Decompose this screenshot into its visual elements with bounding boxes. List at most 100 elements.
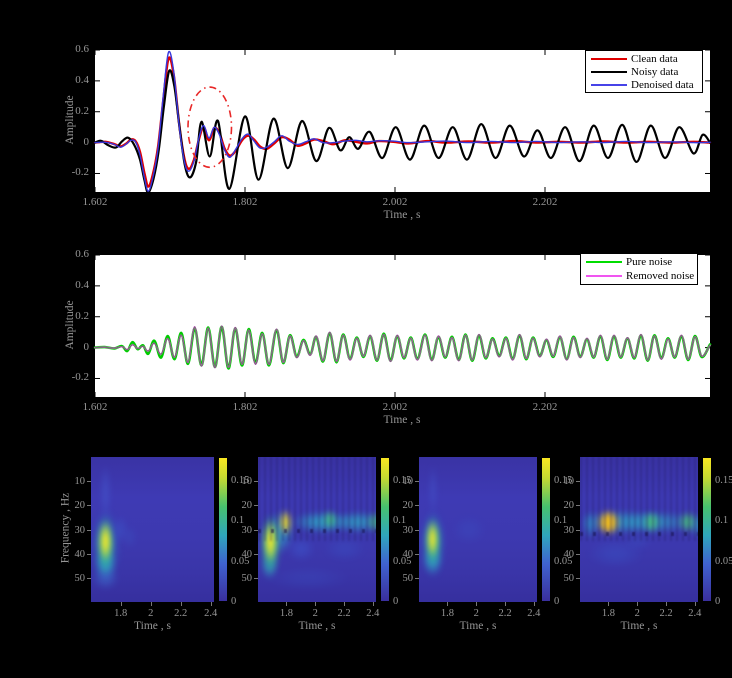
x-tick-label: 2.4 (688, 608, 702, 619)
freq-tick-mark (254, 505, 258, 507)
y-tick-label: 0 (83, 135, 90, 148)
freq-tick-label: 10 (563, 476, 575, 488)
removed-noise-spectrogram (580, 457, 698, 602)
denoised-data-spectrogram (419, 457, 537, 602)
colorbar (702, 457, 712, 602)
freq-tick-mark (87, 505, 91, 507)
x-tick-mark (150, 602, 152, 606)
energy-blob (100, 464, 111, 523)
freq-tick-mark (254, 577, 258, 579)
freq-tick-mark (254, 481, 258, 483)
energy-blob (286, 536, 316, 561)
x-axis-label-spectrogram: Time , s (134, 620, 171, 632)
denoised-data-spectrogram-image (419, 457, 537, 602)
y-tick-label: -0.2 (71, 371, 89, 384)
freq-tick-mark (576, 577, 580, 579)
freq-tick-label: 40 (402, 548, 414, 560)
y-tick-label: 0.4 (75, 278, 89, 291)
x-tick-label: 2.4 (366, 608, 380, 619)
freq-tick-label: 20 (74, 500, 86, 512)
x-tick-label: 1.602 (82, 196, 108, 208)
colorbar-tick-label: 0.15 (715, 475, 732, 487)
x-tick-mark (476, 602, 478, 606)
energy-blob (99, 521, 112, 563)
energy-blob (601, 512, 616, 532)
freq-tick-mark (576, 505, 580, 507)
removed-noise-spectrogram-image (580, 457, 698, 602)
x-tick-label: 1.802 (232, 401, 258, 413)
x-tick-label: 1.802 (232, 196, 258, 208)
freq-tick-label: 30 (563, 524, 575, 536)
colorbar (218, 457, 228, 602)
freq-tick-label: 30 (241, 524, 253, 536)
colorbar (380, 457, 390, 602)
clean-data-spectrogram-image (91, 457, 214, 602)
x-tick-mark (210, 602, 212, 606)
energy-blob (428, 464, 438, 518)
legend-label-noisy: Noisy data (631, 65, 679, 78)
x-axis-label-spectrogram: Time , s (459, 620, 497, 632)
y-tick-label: 0 (83, 340, 90, 353)
x-tick-label: 1.8 (601, 608, 616, 619)
y-tick-label: 0.6 (75, 43, 89, 55)
freq-tick-mark (87, 553, 91, 555)
x-tick-mark (180, 602, 182, 606)
x-tick-label: 2 (312, 608, 318, 619)
freq-tick-label: 20 (402, 500, 414, 512)
noise-streaks-overlay (580, 457, 698, 542)
x-tick-mark (120, 602, 122, 606)
x-tick-label: 2.002 (382, 401, 408, 413)
energy-blob (335, 511, 376, 534)
noise-comparison-plot (93, 254, 712, 397)
x-tick-mark (344, 602, 346, 606)
x-tick-mark (694, 602, 696, 606)
colorbar-tick-label: 0.1 (231, 515, 245, 527)
freq-tick-mark (87, 577, 91, 579)
colorbar-tick-label: 0.05 (393, 555, 412, 567)
energy-blob (264, 565, 352, 590)
freq-tick-label: 50 (563, 572, 575, 584)
legend-entry-denoised: Denoised data (586, 78, 702, 91)
y-tick-label: 0.4 (75, 73, 89, 86)
denoising-comparison-plot (93, 49, 712, 194)
energy-blob (322, 536, 366, 561)
x-tick-mark (372, 602, 374, 606)
legend-line-denoised (591, 83, 627, 86)
x-tick-label: 2.4 (527, 608, 541, 619)
energy-blob (690, 512, 698, 537)
x-tick-mark (637, 602, 639, 606)
x-tick-mark (286, 602, 288, 606)
colorbar (541, 457, 551, 602)
freq-tick-label: 50 (402, 572, 414, 584)
noise-streaks-overlay (258, 457, 376, 542)
legend-label-removed-noise: Removed noise (626, 270, 695, 282)
colorbar-tick-label: 0 (554, 596, 560, 607)
colorbar-tick-label: 0 (393, 596, 399, 607)
noisy-data-spectrogram-image (258, 457, 376, 602)
energy-blob (643, 511, 661, 534)
x-tick-mark (608, 602, 610, 606)
highlight-ellipse-annotation (187, 86, 233, 169)
x-tick-label: 2.2 (498, 608, 512, 619)
freq-tick-mark (576, 529, 580, 531)
energy-blob (426, 519, 439, 559)
x-tick-label: 2.202 (532, 196, 558, 208)
interference-dot-row (580, 532, 698, 537)
freq-tick-mark (415, 529, 419, 531)
x-tick-mark (315, 602, 317, 606)
freq-tick-label: 20 (563, 500, 575, 512)
x-tick-label: 2.2 (337, 608, 351, 619)
noisy-data-spectrogram (258, 457, 376, 602)
series-core-overlay (94, 325, 711, 369)
freq-tick-mark (87, 481, 91, 483)
legend-line-removed-noise (586, 275, 622, 277)
x-tick-mark (533, 602, 535, 606)
x-tick-label: 2 (473, 608, 479, 619)
energy-blob (113, 515, 129, 544)
colorbar-tick-label: 0.15 (554, 475, 573, 487)
freq-tick-label: 30 (74, 524, 86, 536)
x-tick-label: 2 (148, 608, 154, 619)
x-tick-mark (666, 602, 668, 606)
x-axis-label-spectrogram: Time , s (298, 620, 336, 632)
